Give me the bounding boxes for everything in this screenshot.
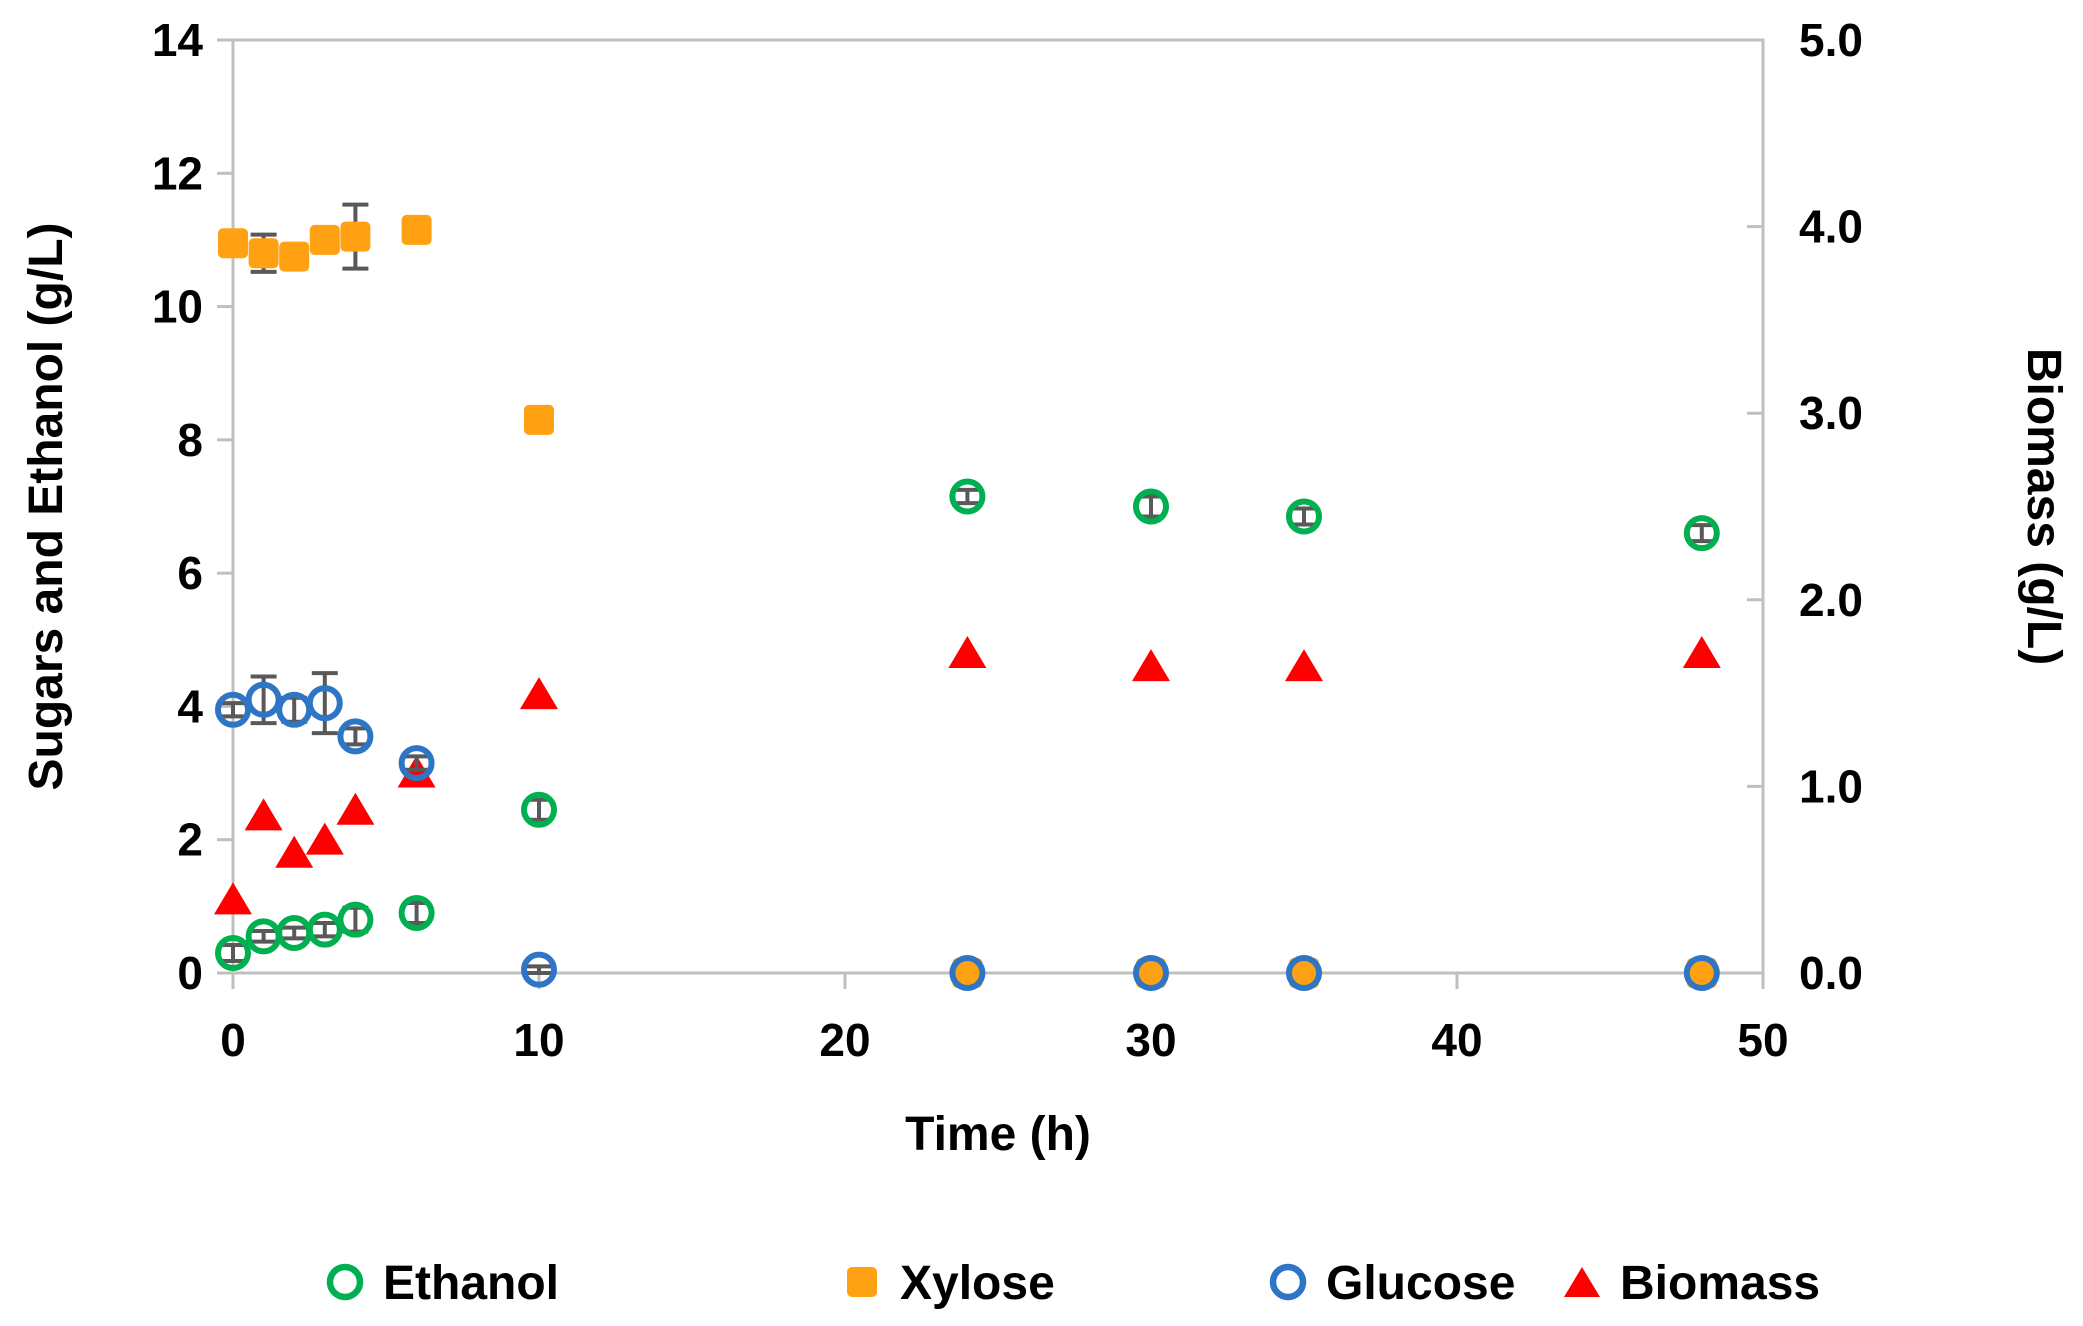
marker-xylose <box>279 241 310 272</box>
marker-xylose <box>218 228 248 259</box>
y-left-tick-label: 14 <box>152 14 204 66</box>
y-right-tick-label: 5.0 <box>1799 14 1863 66</box>
y-right-axis-title: Biomass (g/L) <box>2017 348 2070 665</box>
legend-glucose-marker <box>1269 1263 1307 1301</box>
marker-glucose <box>949 955 986 991</box>
marker-ethanol <box>306 911 343 948</box>
marker-glucose <box>521 951 557 988</box>
marker-xylose <box>952 958 983 988</box>
marker-ethanol <box>215 935 251 972</box>
marker-glucose <box>306 685 343 722</box>
marker-ethanol <box>337 901 374 938</box>
y-left-tick-label: 8 <box>177 414 203 466</box>
marker-biomass <box>520 677 558 710</box>
marker-ethanol <box>245 918 282 955</box>
marker-ethanol <box>1133 488 1169 525</box>
marker-xylose <box>340 221 371 252</box>
legend-label-glucose: Glucose <box>1326 1257 1515 1310</box>
y-left-tick-label: 6 <box>177 547 203 599</box>
marker-biomass <box>1132 649 1170 682</box>
marker-ethanol <box>276 915 313 952</box>
marker-xylose <box>401 214 432 245</box>
y-right-tick-label: 2.0 <box>1799 574 1863 626</box>
y-right-tick-label: 4.0 <box>1799 201 1863 253</box>
marker-glucose <box>215 691 251 728</box>
legend-ethanol-marker <box>326 1263 364 1301</box>
marker-xylose <box>1136 958 1166 988</box>
marker-ethanol <box>949 478 986 515</box>
marker-glucose <box>276 691 313 728</box>
x-tick-label: 50 <box>1737 1014 1788 1066</box>
legend-item-ethanol: Ethanol <box>326 1257 559 1310</box>
marker-glucose <box>1133 955 1169 991</box>
legend-label-ethanol: Ethanol <box>383 1257 559 1310</box>
legend-item-xylose: Xylose <box>847 1257 1055 1310</box>
legend-biomass-marker <box>1564 1267 1600 1297</box>
marker-xylose <box>1686 958 1717 988</box>
y-left-tick-label: 2 <box>177 814 203 866</box>
marker-biomass <box>244 798 283 831</box>
marker-biomass <box>336 792 375 825</box>
y-right-tick-label: 3.0 <box>1799 387 1863 439</box>
marker-ethanol <box>1683 515 1720 552</box>
y-left-tick-label: 4 <box>177 680 203 732</box>
marker-biomass <box>305 822 344 855</box>
marker-glucose <box>337 718 374 755</box>
marker-glucose <box>398 745 435 782</box>
marker-ethanol <box>521 791 557 828</box>
marker-glucose <box>245 681 282 718</box>
x-tick-label: 10 <box>513 1014 564 1066</box>
marker-biomass <box>214 882 252 915</box>
x-tick-label: 30 <box>1125 1014 1176 1066</box>
y-right-tick-label: 0.0 <box>1799 947 1863 999</box>
marker-ethanol <box>1286 498 1322 535</box>
legend-item-glucose: Glucose <box>1269 1257 1515 1310</box>
y-right-tick-label: 1.0 <box>1799 760 1863 812</box>
marker-glucose <box>1286 955 1322 991</box>
marker-glucose <box>1683 955 1720 991</box>
y-left-tick-label: 12 <box>152 147 203 199</box>
plot-border <box>231 38 1765 975</box>
x-tick-label: 0 <box>220 1014 246 1066</box>
x-tick-label: 20 <box>819 1014 870 1066</box>
y-left-tick-label: 10 <box>152 281 203 333</box>
marker-ethanol <box>398 895 435 932</box>
marker-xylose <box>309 224 340 255</box>
marker-biomass <box>948 636 987 669</box>
marker-xylose <box>248 238 279 269</box>
marker-biomass <box>275 835 314 868</box>
legend-label-biomass: Biomass <box>1620 1257 1820 1310</box>
marker-biomass <box>1285 649 1323 682</box>
legend-xylose-marker <box>847 1267 877 1297</box>
y-left-tick-label: 0 <box>177 947 203 999</box>
x-axis-title: Time (h) <box>905 1108 1091 1161</box>
y-left-axis-title: Sugars and Ethanol (g/L) <box>20 222 73 790</box>
legend-label-xylose: Xylose <box>900 1257 1055 1310</box>
legend-item-biomass: Biomass <box>1564 1257 1820 1310</box>
x-tick-label: 40 <box>1431 1014 1482 1066</box>
marker-xylose <box>1289 958 1319 988</box>
marker-xylose <box>524 404 554 435</box>
marker-biomass <box>1682 636 1721 669</box>
